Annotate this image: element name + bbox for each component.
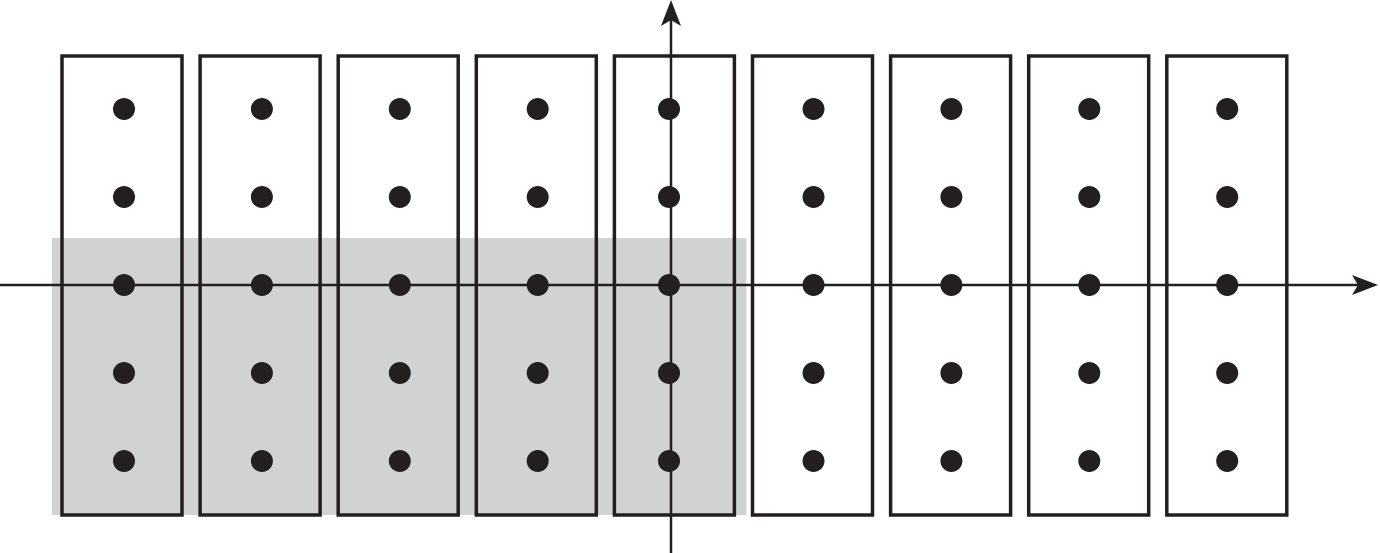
lattice-point xyxy=(658,186,680,208)
lattice-point xyxy=(250,450,273,472)
lattice-point xyxy=(1216,98,1239,120)
lattice-point xyxy=(1216,186,1239,208)
lattice-point xyxy=(526,450,549,472)
x-axis-arrowhead xyxy=(1352,275,1378,295)
lattice-point xyxy=(250,98,273,120)
lattice-point xyxy=(388,186,411,208)
lattice-point xyxy=(526,98,549,120)
lattice-point xyxy=(113,362,135,384)
lattice-point xyxy=(658,450,680,472)
lattice-point xyxy=(940,186,963,208)
lattice-point xyxy=(113,450,135,472)
lattice-point xyxy=(802,186,825,208)
lattice-point xyxy=(658,98,680,120)
lattice-point xyxy=(113,98,135,120)
lattice-point xyxy=(1078,186,1101,208)
lattice-point xyxy=(1216,362,1239,384)
y-axis-arrowhead xyxy=(661,0,681,26)
lattice-point xyxy=(802,362,825,384)
lattice-point xyxy=(250,362,273,384)
lattice-point xyxy=(940,362,963,384)
lattice-point xyxy=(658,362,680,384)
lattice-point xyxy=(388,98,411,120)
lattice-point xyxy=(113,186,135,208)
lattice-point xyxy=(250,186,273,208)
lattice-point xyxy=(802,450,825,472)
lattice-point xyxy=(526,186,549,208)
lattice-point xyxy=(1216,450,1239,472)
lattice-point xyxy=(526,362,549,384)
lattice-point xyxy=(1078,98,1101,120)
lattice-point xyxy=(940,450,963,472)
lattice-point xyxy=(802,98,825,120)
lattice-point xyxy=(388,362,411,384)
lattice-point xyxy=(388,450,411,472)
lattice-point xyxy=(940,98,963,120)
lattice-point xyxy=(1078,450,1101,472)
lattice-point xyxy=(1078,362,1101,384)
